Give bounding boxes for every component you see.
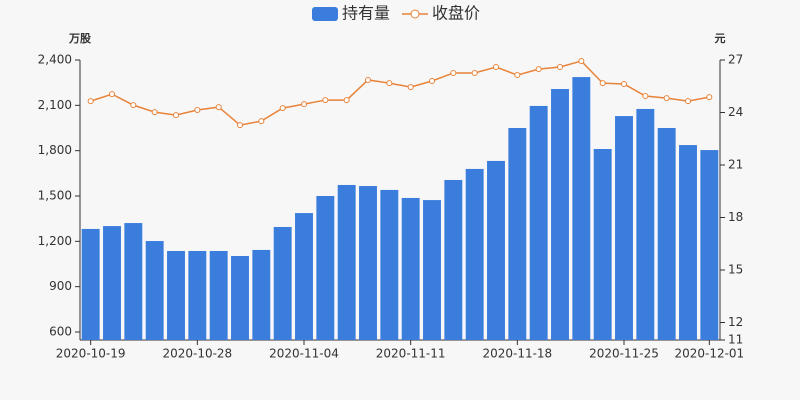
y2-tick-label: 21	[728, 158, 743, 172]
price-point	[194, 107, 201, 114]
y2-tick-label: 18	[728, 210, 743, 224]
y-tick-label: 2,100	[38, 98, 72, 112]
bar	[295, 213, 313, 340]
price-point	[365, 76, 371, 83]
bar	[508, 127, 527, 341]
x-tick-label: 2020-11-04	[269, 347, 339, 361]
price-point	[471, 69, 478, 76]
bar	[551, 89, 569, 340]
bar	[423, 200, 441, 340]
y2-tick-label: 24	[728, 105, 743, 119]
y2-axis-label: 元	[715, 32, 726, 45]
price-point	[514, 72, 521, 79]
price-point	[706, 94, 713, 101]
y2-tick-label: 27	[728, 53, 743, 67]
bar	[380, 189, 399, 340]
x-tick-label: 2020-11-11	[376, 347, 446, 361]
price-point	[173, 112, 179, 119]
bar	[444, 179, 463, 340]
x-tick-label: 2020-11-18	[482, 347, 552, 361]
bar	[529, 105, 548, 341]
price-point	[599, 80, 606, 87]
bar	[252, 249, 271, 340]
y2-tick-label: 12	[728, 315, 743, 329]
x-tick-label: 2020-10-19	[56, 347, 126, 361]
price-point	[301, 101, 307, 108]
legend-swatch	[312, 7, 338, 21]
bar	[401, 197, 420, 340]
price-point	[258, 118, 265, 125]
y-tick-label: 600	[49, 324, 72, 338]
legend-label: 持有量	[342, 4, 390, 23]
bar	[209, 250, 228, 340]
y-tick-label: 900	[49, 279, 72, 293]
price-point	[386, 80, 393, 87]
x-tick-label: 2020-11-25	[589, 347, 659, 361]
bar	[337, 184, 356, 340]
legend-swatch-point	[410, 9, 420, 19]
price-point	[429, 78, 435, 84]
price-point	[279, 105, 286, 112]
y-tick-label: 1,500	[38, 188, 72, 202]
price-point	[87, 98, 94, 105]
price-point	[450, 69, 457, 76]
y2-tick-label: 11	[728, 333, 743, 347]
bar	[231, 255, 249, 340]
bar	[636, 108, 655, 341]
bar	[657, 127, 676, 341]
bar	[103, 226, 121, 340]
y-tick-label: 2,400	[38, 53, 72, 67]
y-tick-label: 1,200	[38, 234, 72, 248]
price-point	[151, 109, 158, 116]
bar	[700, 150, 719, 340]
x-tick-label: 2020-10-28	[162, 347, 232, 361]
y2-tick-label: 15	[728, 263, 743, 277]
price-point	[685, 98, 691, 105]
bar	[487, 160, 505, 340]
legend-label: 收盘价	[432, 4, 480, 23]
bar	[188, 250, 207, 340]
price-point	[493, 64, 499, 70]
bar	[167, 250, 185, 340]
bar	[593, 149, 612, 340]
price-point	[663, 95, 670, 102]
bar	[145, 241, 164, 340]
bar	[572, 77, 591, 340]
y-tick-label: 1,800	[38, 143, 72, 157]
bar	[124, 223, 143, 340]
price-point	[215, 104, 222, 111]
bar	[81, 228, 100, 340]
y-axis-label: 万股	[68, 32, 92, 45]
price-point	[407, 84, 414, 91]
price-point	[343, 97, 350, 104]
bar	[273, 226, 292, 340]
price-point	[642, 93, 649, 100]
bar	[615, 116, 633, 340]
bar	[359, 186, 377, 340]
price-point	[621, 80, 627, 87]
bar	[316, 195, 335, 340]
bar	[465, 168, 484, 340]
price-point	[109, 91, 115, 98]
price-line	[90, 60, 710, 126]
x-tick-label: 2020-12-01	[674, 347, 744, 361]
price-point	[535, 66, 542, 73]
price-point	[237, 122, 243, 129]
price-point	[130, 102, 137, 109]
price-point	[578, 58, 585, 65]
price-point	[322, 97, 329, 104]
price-point	[557, 64, 563, 70]
bar	[679, 145, 697, 340]
